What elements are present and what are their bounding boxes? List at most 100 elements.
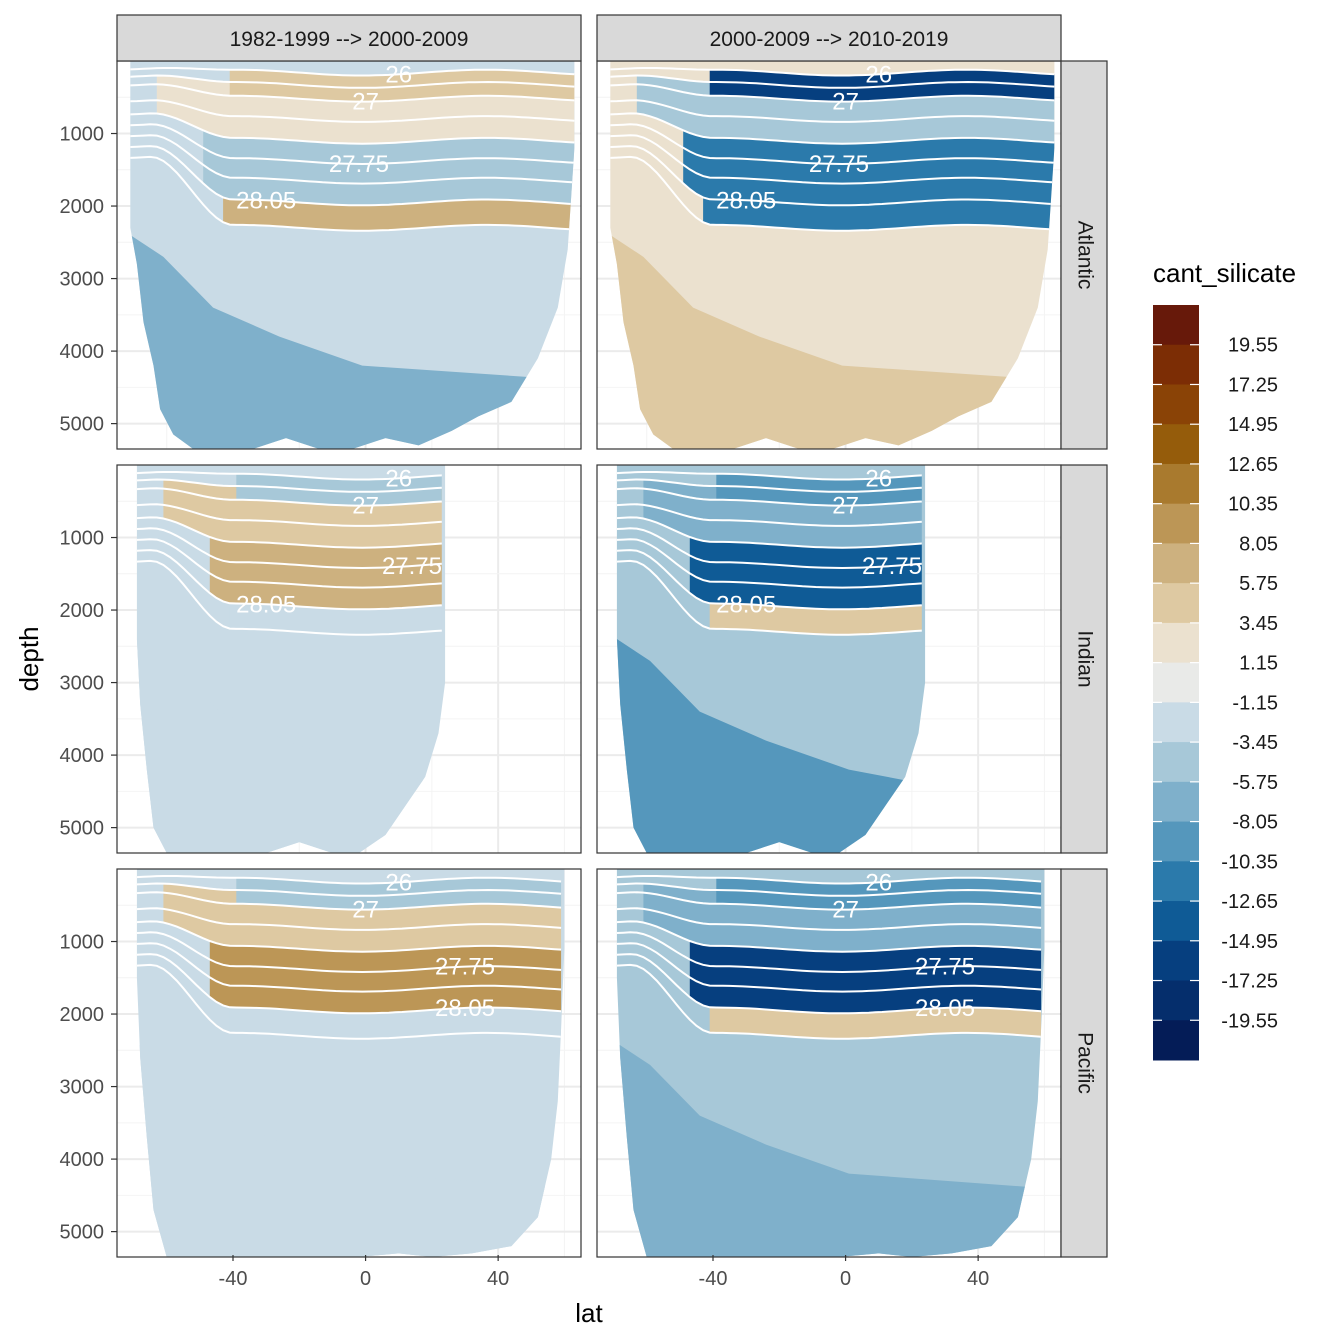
isopycnal-line xyxy=(616,516,922,549)
x-tick-label: 40 xyxy=(487,1268,509,1290)
isopycnal-label: 28.05 xyxy=(236,591,296,618)
isopycnal-line xyxy=(616,953,1042,1015)
isopycnal-line xyxy=(616,538,922,589)
layer-near-surface xyxy=(236,877,562,910)
isopycnal-label: 27.75 xyxy=(862,553,922,580)
isopycnal-line xyxy=(136,920,562,953)
legend-swatch xyxy=(1153,821,1199,862)
isopycnal-label: 26 xyxy=(385,869,412,896)
legend-title: cant_silicate xyxy=(1153,258,1296,288)
isopycnal-label: 28.05 xyxy=(915,995,975,1022)
legend-label: -17.25 xyxy=(1221,971,1278,993)
isopycnal-line xyxy=(136,963,562,1040)
legend-label: 5.75 xyxy=(1239,573,1278,595)
row-strip: Pacific xyxy=(1060,868,1108,1258)
y-tick-label: 1000 xyxy=(60,124,105,146)
isopycnal-line xyxy=(610,155,1055,232)
y-axis-title: depth xyxy=(14,626,44,691)
legend-swatch xyxy=(1153,702,1199,743)
legend-label: -5.75 xyxy=(1232,772,1278,794)
layer-bottom xyxy=(610,235,1055,449)
y-tick-label: 5000 xyxy=(60,1222,105,1244)
row-strip-label: Pacific xyxy=(1073,1032,1096,1094)
contour-fill xyxy=(616,869,1045,1257)
y-tick-label: 4000 xyxy=(60,1149,105,1171)
legend-label: 10.35 xyxy=(1228,494,1278,516)
isopycnal-label: 28.05 xyxy=(716,187,776,214)
isopycnal-label: 27 xyxy=(832,897,859,924)
isopycnal-line xyxy=(136,891,562,911)
y-tick-label: 5000 xyxy=(60,818,105,840)
legend-swatch xyxy=(1153,305,1199,346)
legend-swatch xyxy=(1153,1020,1199,1061)
isopycnal-line xyxy=(610,145,1055,207)
legend-swatch xyxy=(1153,543,1199,584)
axes: 1000200030004000500010002000300040005000… xyxy=(60,124,990,1290)
isopycnal-line xyxy=(136,471,442,481)
layer-28-05 xyxy=(709,603,922,635)
layer-intermediate xyxy=(683,130,1055,206)
isopycnal-line xyxy=(136,516,442,549)
legend-label: 19.55 xyxy=(1228,335,1278,357)
isopycnal-line xyxy=(136,538,442,589)
layer-near-surface xyxy=(716,473,922,506)
layer-28-05 xyxy=(229,1007,562,1039)
isopycnal-line xyxy=(616,931,1042,974)
isopycnal-line xyxy=(610,112,1055,145)
y-tick-label: 3000 xyxy=(60,673,105,695)
isopycnal-line xyxy=(130,67,575,77)
isopycnal-lines xyxy=(136,471,442,636)
isopycnal-line xyxy=(136,527,442,570)
layer-intermediate xyxy=(689,537,922,610)
x-tick-label: -40 xyxy=(219,1268,248,1290)
legend-swatch xyxy=(1153,940,1199,982)
isopycnal-line xyxy=(136,478,442,493)
row-strip-label: Atlantic xyxy=(1073,221,1096,290)
layer-bottom xyxy=(616,639,926,853)
y-tick-label: 4000 xyxy=(60,341,105,363)
isopycnal-label: 27 xyxy=(352,89,379,116)
legend-label: -1.15 xyxy=(1232,692,1278,714)
isopycnal-label: 27.75 xyxy=(915,954,975,981)
isopycnal-line xyxy=(130,112,575,145)
layer-bottom xyxy=(130,235,575,449)
isopycnal-line xyxy=(616,527,922,570)
contour-fill xyxy=(616,465,926,853)
isopycnal-label: 26 xyxy=(865,61,892,88)
isopycnal-lines xyxy=(136,875,562,1040)
isopycnal-label: 26 xyxy=(865,465,892,492)
isopycnal-line xyxy=(616,559,922,636)
legend-swatch xyxy=(1153,344,1199,385)
isopycnal-line xyxy=(616,907,1042,931)
legend-label: 12.65 xyxy=(1228,454,1278,476)
isopycnal-line xyxy=(610,99,1055,123)
legend-label: 8.05 xyxy=(1239,533,1278,555)
isopycnal-line xyxy=(136,487,442,507)
layer-28-05 xyxy=(223,197,575,231)
isopycnal-line xyxy=(130,134,575,185)
isopycnal-label: 27 xyxy=(352,897,379,924)
isopycnal-line xyxy=(616,487,922,507)
isopycnal-label: 26 xyxy=(385,465,412,492)
isopycnal-line xyxy=(616,471,922,481)
legend-label: -10.35 xyxy=(1221,851,1278,873)
legend-swatch xyxy=(1153,781,1199,823)
isopycnal-label: 28.05 xyxy=(716,591,776,618)
legend-label: -14.95 xyxy=(1221,931,1278,953)
legend-swatch xyxy=(1153,503,1199,544)
isopycnal-label: 27.75 xyxy=(329,151,389,178)
isopycnal-label: 27.75 xyxy=(382,553,442,580)
contour-fill xyxy=(136,869,565,1257)
isopycnal-line xyxy=(136,875,562,885)
legend: cant_silicate 19.55 17.25 14.95 12.65 10.35 8… xyxy=(1153,258,1296,1061)
legend-swatch xyxy=(1153,861,1199,902)
legend-swatch xyxy=(1153,384,1199,425)
isopycnal-line xyxy=(130,83,575,103)
isopycnal-lines xyxy=(616,471,922,636)
